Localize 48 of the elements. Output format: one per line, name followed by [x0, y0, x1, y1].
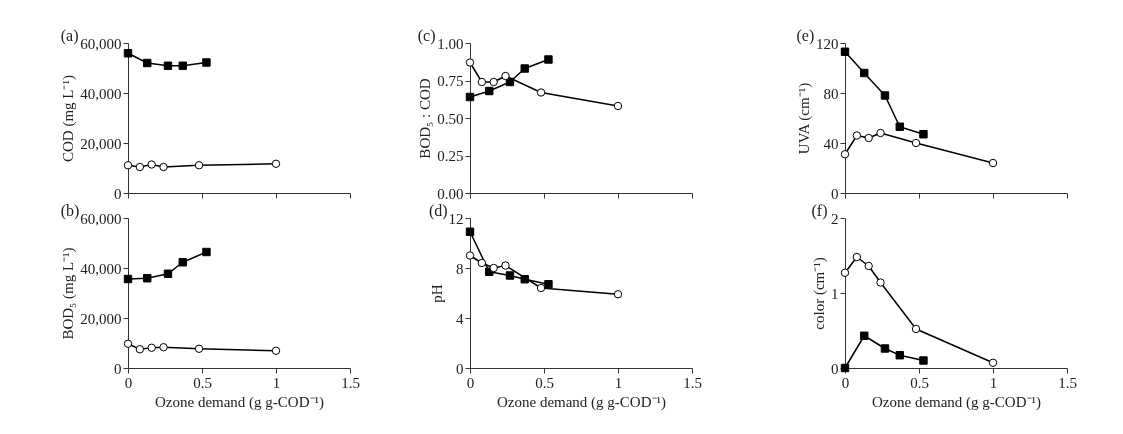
y-tick-label: 8: [456, 260, 464, 277]
x-axis-title: Ozone demand (g g-COD⁻¹): [871, 393, 1042, 411]
x-axis-title: Ozone demand (g g-COD⁻¹): [496, 393, 667, 411]
y-axis-title: COD (mg L⁻¹): [60, 75, 78, 162]
y-axis-title: pH: [428, 284, 445, 303]
y-axis-title: UVA (cm⁻¹): [796, 82, 813, 155]
x-axis-title: Ozone demand (g g-COD⁻¹): [154, 393, 325, 411]
y-tick-label: 0: [456, 360, 464, 377]
x-tick-label: 0.5: [193, 374, 212, 391]
y-tick-label: 0: [114, 185, 122, 202]
y-tick-label: 1.00: [437, 35, 464, 52]
x-tick-label: 1: [614, 374, 623, 391]
y-tick-label: 20,000: [80, 135, 122, 152]
x-tick-label: 1.5: [1058, 374, 1077, 391]
y-tick-label: 0: [831, 185, 839, 202]
x-tick-label: 1.5: [683, 374, 702, 391]
y-tick-label: 0: [831, 360, 839, 377]
chart-title: (b): [60, 202, 80, 220]
y-tick-label: 40,000: [80, 260, 122, 277]
y-axis-title: color (cm⁻¹): [811, 257, 828, 330]
y-tick-label: 40: [823, 135, 839, 152]
chart-title: (c): [417, 27, 436, 45]
x-tick-label: 1.5: [341, 374, 360, 391]
chart-title: (d): [429, 202, 448, 220]
y-tick-label: 120: [816, 35, 839, 52]
y-tick-label: 60,000: [80, 210, 122, 227]
chart-title: (f): [811, 202, 828, 220]
y-tick-label: 0.50: [437, 110, 464, 127]
y-tick-label: 12: [448, 210, 464, 227]
y-tick-label: 20,000: [80, 310, 122, 327]
y-axis-title: BOD₅ : COD: [417, 78, 434, 159]
y-tick-label: 1: [831, 285, 839, 302]
x-tick-label: 1: [272, 374, 281, 391]
y-axis-title: BOD₅ (mg L⁻¹): [60, 247, 78, 340]
y-tick-label: 80: [823, 85, 839, 102]
x-tick-label: 0.5: [535, 374, 554, 391]
y-tick-label: 2: [831, 210, 839, 227]
chart-title: (a): [60, 27, 79, 45]
y-tick-label: 0.00: [437, 185, 464, 202]
y-tick-label: 40,000: [80, 85, 122, 102]
x-tick-label: 0.5: [910, 374, 929, 391]
y-tick-label: 0: [114, 360, 122, 377]
y-tick-label: 60,000: [80, 35, 122, 52]
x-tick-label: 1: [989, 374, 998, 391]
chart-title: (e): [796, 27, 815, 45]
y-tick-label: 0.25: [437, 148, 464, 164]
y-tick-label: 0.75: [437, 73, 464, 89]
y-tick-label: 4: [456, 310, 464, 327]
